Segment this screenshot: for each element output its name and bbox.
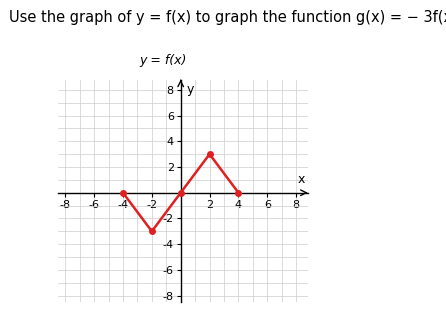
- Text: y: y: [186, 83, 194, 96]
- Text: x: x: [297, 173, 305, 186]
- Text: y = f(x): y = f(x): [140, 54, 187, 67]
- Text: Use the graph of y = f(x) to graph the function g(x) = − 3f(x + 4) − 2.: Use the graph of y = f(x) to graph the f…: [9, 10, 446, 24]
